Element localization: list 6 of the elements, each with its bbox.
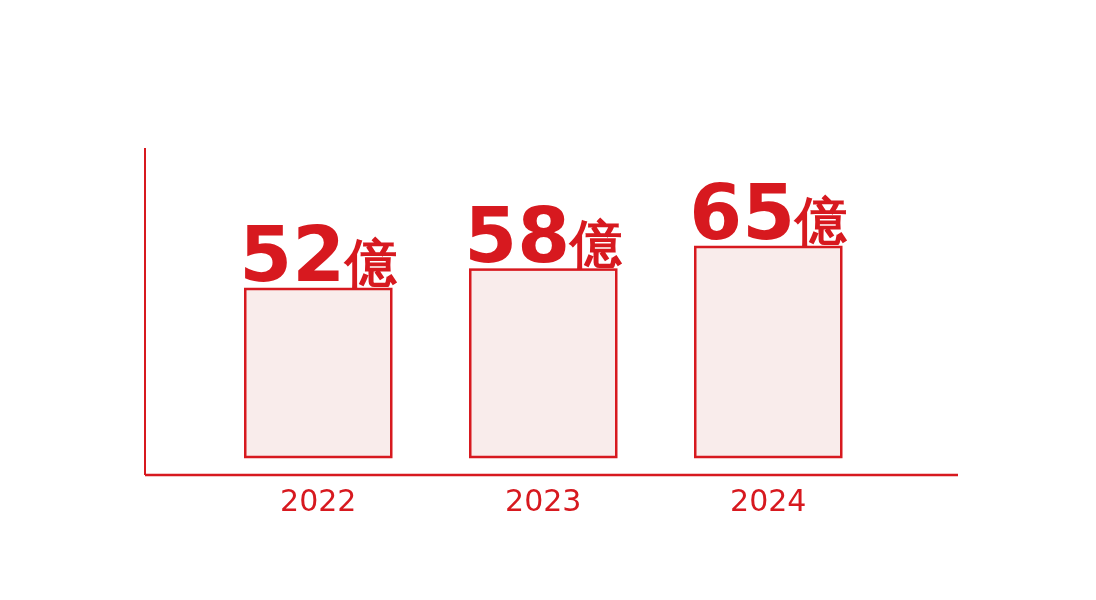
data-label: 65億 <box>689 168 849 257</box>
x-tick-label: 2022 <box>280 483 357 518</box>
data-label: 52億 <box>239 210 399 299</box>
data-label: 58億 <box>464 190 624 280</box>
x-tick-label: 2024 <box>730 483 807 518</box>
x-tick-label: 2023 <box>505 483 582 518</box>
